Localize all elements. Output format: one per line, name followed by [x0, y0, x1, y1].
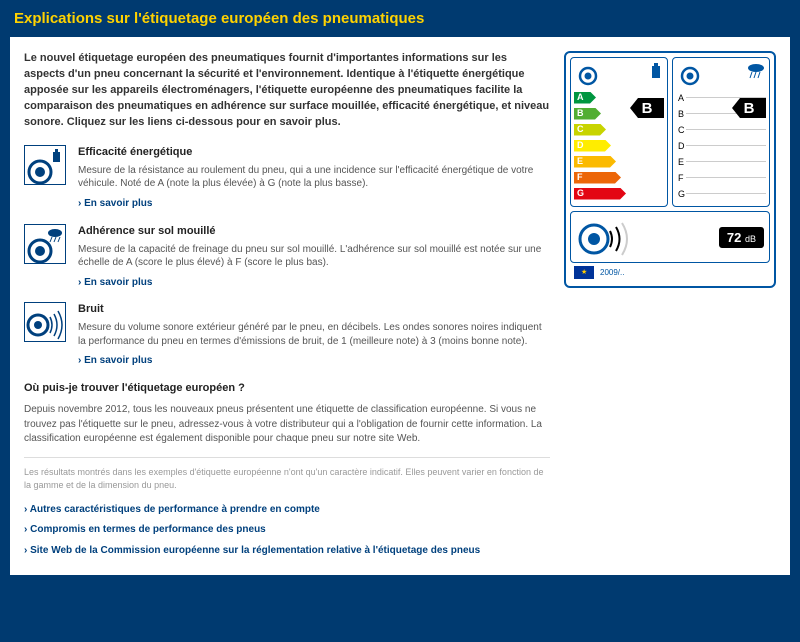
eu-tyre-label: ABCDEFG B ABCDEFG B 72 dB: [564, 51, 776, 561]
section-noise: Bruit Mesure du volume sonore extérieur …: [24, 302, 550, 369]
section-wet: Adhérence sur sol mouillé Mesure de la c…: [24, 224, 550, 291]
label-footer: 2009/..: [570, 263, 770, 282]
section-title: Adhérence sur sol mouillé: [78, 224, 550, 240]
where-text: Depuis novembre 2012, tous les nouveaux …: [24, 403, 550, 447]
section-fuel: Efficacité énergétique Mesure de la rési…: [24, 145, 550, 212]
bottom-link[interactable]: Compromis en termes de performance des p…: [24, 520, 550, 541]
fuel-efficiency-icon: [24, 145, 66, 185]
disclaimer: Les résultats montrés dans les exemples …: [24, 457, 550, 492]
section-title: Efficacité énergétique: [78, 145, 550, 161]
eu-flag-icon: [574, 266, 594, 279]
learn-more-link[interactable]: En savoir plus: [78, 355, 152, 366]
where-title: Où puis-je trouver l'étiquetage européen…: [24, 381, 550, 397]
learn-more-link[interactable]: En savoir plus: [78, 277, 152, 288]
section-desc: Mesure de la résistance au roulement du …: [78, 164, 550, 191]
noise-panel: 72 dB: [570, 211, 770, 263]
wet-panel: ABCDEFG B: [672, 57, 770, 207]
content-panel: Le nouvel étiquetage européen des pneuma…: [10, 37, 790, 575]
section-desc: Mesure de la capacité de freinage du pne…: [78, 243, 550, 270]
wet-grip-icon: [24, 224, 66, 264]
page-title: Explications sur l'étiquetage européen d…: [0, 0, 800, 37]
section-title: Bruit: [78, 302, 550, 318]
intro-text: Le nouvel étiquetage européen des pneuma…: [24, 51, 550, 131]
bottom-link[interactable]: Site Web de la Commission européenne sur…: [24, 541, 550, 562]
learn-more-link[interactable]: En savoir plus: [78, 198, 152, 209]
noise-value: 72 dB: [719, 227, 764, 248]
section-desc: Mesure du volume sonore extérieur généré…: [78, 321, 550, 348]
bottom-link[interactable]: Autres caractéristiques de performance à…: [24, 500, 550, 521]
fuel-panel: ABCDEFG B: [570, 57, 668, 207]
noise-icon: [24, 302, 66, 342]
bottom-links: Autres caractéristiques de performance à…: [24, 500, 550, 562]
